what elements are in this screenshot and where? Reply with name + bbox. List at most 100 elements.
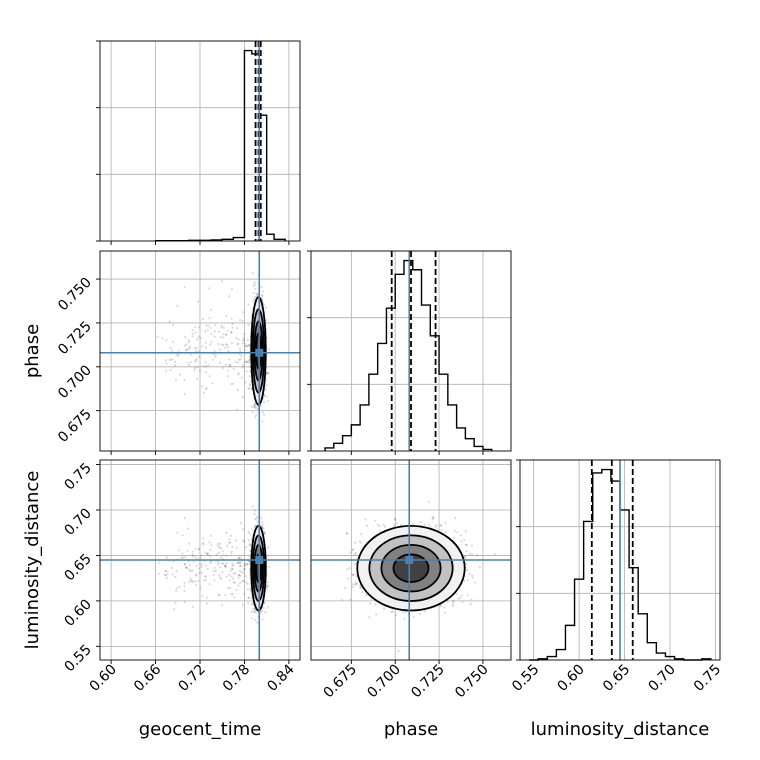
sample-point — [214, 323, 217, 326]
sample-point — [237, 373, 240, 376]
sample-point — [244, 360, 248, 363]
sample-point — [222, 344, 225, 347]
sample-point — [195, 347, 198, 350]
sample-point — [187, 348, 190, 351]
truth-marker — [255, 348, 264, 357]
scatter-panel-geocent_time-phase — [96, 250, 301, 455]
sample-point — [256, 520, 259, 523]
sample-point — [246, 588, 250, 591]
sample-point — [165, 570, 168, 573]
sample-point — [261, 618, 264, 621]
sample-point — [242, 339, 245, 342]
sample-point — [254, 524, 257, 527]
sample-point — [170, 349, 173, 352]
sample-point — [256, 293, 259, 296]
sample-point — [217, 545, 220, 548]
sample-point — [228, 358, 231, 361]
sample-point — [240, 571, 243, 574]
sample-point — [216, 542, 219, 546]
sample-point — [219, 556, 223, 559]
sample-point — [219, 336, 223, 339]
sample-point — [184, 556, 187, 559]
sample-point — [243, 592, 246, 595]
sample-point — [249, 587, 252, 590]
sample-point — [227, 346, 230, 349]
sample-point — [221, 550, 224, 553]
sample-point — [165, 576, 168, 580]
sample-point — [204, 365, 207, 368]
sample-point — [260, 516, 263, 520]
sample-point — [235, 336, 238, 339]
sample-point — [256, 293, 259, 296]
sample-point — [175, 570, 178, 573]
sample-point — [254, 518, 257, 521]
sample-point — [174, 601, 177, 604]
sample-point — [254, 611, 257, 614]
sample-point — [238, 347, 241, 350]
sample-point — [262, 303, 266, 306]
sample-point — [157, 572, 160, 575]
sample-point — [198, 571, 201, 574]
sample-point — [188, 347, 191, 350]
sample-point — [246, 562, 249, 566]
sample-point — [265, 384, 268, 387]
sample-point — [260, 610, 263, 613]
sample-point — [199, 336, 202, 339]
sample-point — [218, 546, 221, 549]
sample-point — [209, 308, 213, 311]
sample-point — [201, 345, 204, 348]
sample-point — [222, 562, 225, 565]
sample-point — [236, 343, 239, 346]
sample-point — [220, 280, 223, 283]
sample-point — [211, 382, 214, 385]
sample-point — [179, 373, 182, 376]
sample-point — [251, 271, 254, 274]
sample-point — [225, 343, 228, 347]
sample-point — [220, 324, 223, 327]
sample-point — [204, 361, 207, 364]
sample-point — [263, 532, 266, 535]
sample-point — [243, 361, 246, 364]
sample-point — [249, 384, 252, 387]
sample-point — [163, 573, 166, 576]
sample-point — [231, 592, 234, 596]
sample-point — [247, 601, 250, 604]
sample-point — [217, 552, 220, 555]
sample-point — [225, 314, 228, 317]
sample-point — [202, 543, 205, 546]
sample-point — [230, 550, 233, 553]
hist-panel-geocent_time — [96, 40, 301, 245]
sample-point — [193, 360, 197, 363]
sample-point — [188, 363, 191, 367]
sample-point — [209, 555, 212, 558]
scatter-panel-geocent_time-luminosity_distance — [96, 459, 301, 664]
sample-point — [190, 580, 193, 583]
sample-point — [195, 574, 198, 577]
sample-point — [247, 359, 251, 362]
sample-point — [198, 355, 201, 358]
sample-point — [183, 516, 186, 520]
sample-point — [241, 603, 244, 606]
sample-point — [197, 579, 200, 583]
sample-point — [244, 562, 247, 566]
sample-point — [232, 581, 235, 584]
sample-point — [264, 306, 268, 309]
sample-point — [231, 545, 234, 549]
sample-point — [230, 575, 233, 578]
sample-point — [220, 547, 223, 550]
sample-point — [189, 361, 192, 364]
sample-point — [247, 361, 250, 364]
sample-point — [239, 561, 242, 564]
sample-point — [224, 363, 227, 366]
sample-point — [213, 330, 216, 333]
sample-point — [262, 413, 266, 416]
sample-point — [172, 340, 175, 344]
sample-point — [206, 553, 209, 556]
sample-point — [208, 541, 211, 544]
sample-point — [228, 579, 231, 582]
sample-point — [201, 542, 205, 545]
sample-point — [194, 366, 197, 369]
sample-point — [189, 569, 192, 573]
sample-point — [252, 292, 255, 295]
sample-point — [189, 345, 192, 348]
